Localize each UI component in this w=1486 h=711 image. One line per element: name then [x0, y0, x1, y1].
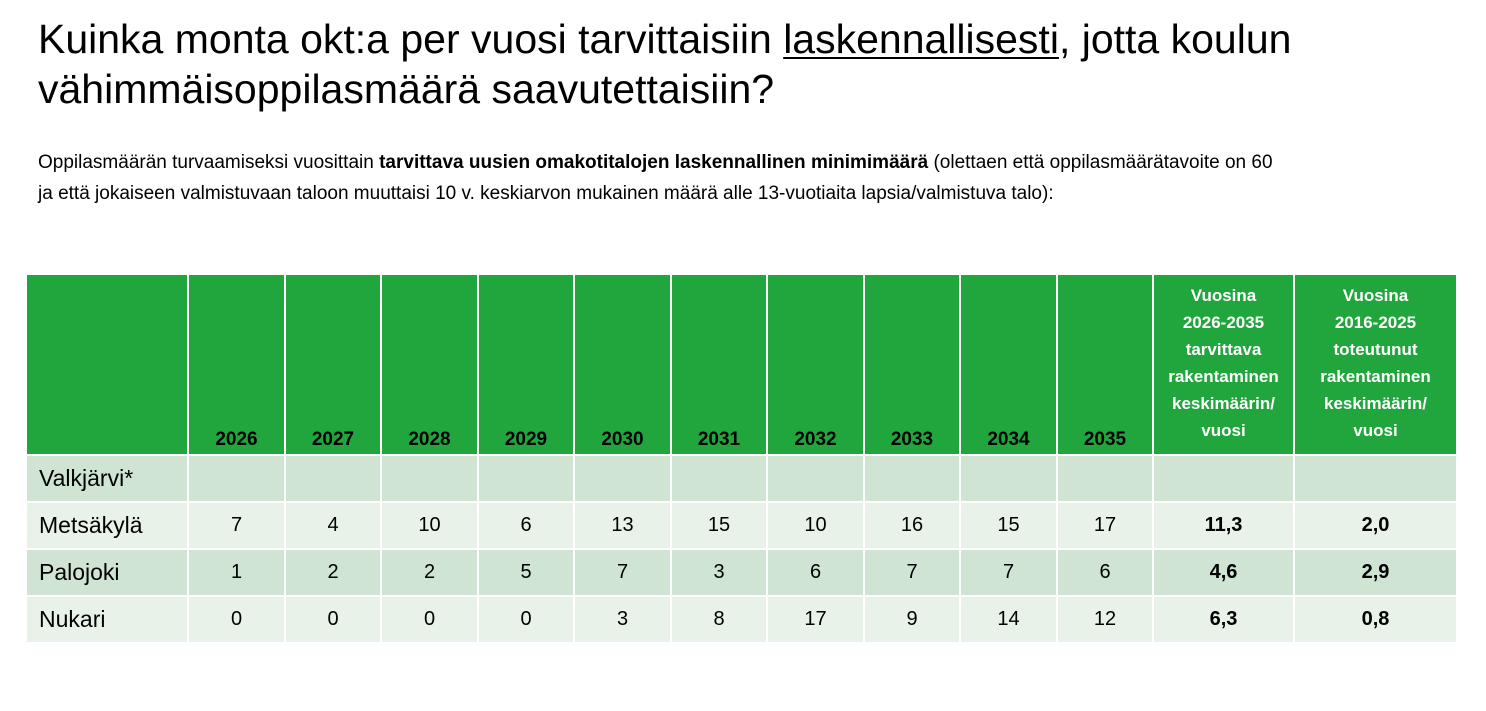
intro-paragraph: Oppilasmäärän turvaamiseksi vuosittain t… — [38, 147, 1288, 209]
area-name-cell: Metsäkylä — [25, 501, 189, 550]
year-header-2031: 2031 — [670, 273, 768, 456]
header-line: rakentaminen — [1320, 366, 1431, 386]
realized-average-cell: 2,0 — [1293, 501, 1458, 550]
year-header-2027: 2027 — [284, 273, 382, 456]
realized-average-cell — [1293, 454, 1458, 503]
year-header-2034: 2034 — [959, 273, 1058, 456]
year-value-cell: 6 — [1056, 548, 1154, 597]
year-value-cell: 9 — [863, 595, 961, 644]
year-value-cell: 17 — [1056, 501, 1154, 550]
header-line: tarvittava — [1185, 339, 1262, 359]
year-value-cell — [863, 454, 961, 503]
needed-average-cell: 6,3 — [1152, 595, 1295, 644]
year-value-cell — [187, 454, 286, 503]
realized-average-cell: 0,8 — [1293, 595, 1458, 644]
year-value-cell: 15 — [959, 501, 1058, 550]
year-value-cell: 0 — [380, 595, 479, 644]
table-row: Metsäkylä 7 4 10 6 13 15 10 16 15 17 11,3 2,0 — [25, 501, 1458, 550]
year-value-cell: 16 — [863, 501, 961, 550]
year-header-2035: 2035 — [1056, 273, 1154, 456]
header-line: keskimäärin/ — [1171, 393, 1275, 413]
table-row: Valkjärvi* — [25, 454, 1458, 503]
table-header-row: 2026 2027 2028 2029 2030 2031 2032 2033 2034 2035… — [25, 273, 1458, 456]
year-value-cell: 7 — [573, 548, 672, 597]
year-value-cell: 0 — [187, 595, 286, 644]
intro-text-1: Oppilasmäärän turvaamiseksi vuosittain — [38, 152, 380, 173]
header-line: Vuosina — [1190, 285, 1257, 305]
year-value-cell: 13 — [573, 501, 672, 550]
year-value-cell: 8 — [670, 595, 768, 644]
table-row: Nukari 0 0 0 0 3 8 17 9 14 12 6,3 0,8 — [25, 595, 1458, 644]
year-value-cell: 5 — [477, 548, 575, 597]
year-value-cell: 7 — [959, 548, 1058, 597]
year-value-cell: 0 — [284, 595, 382, 644]
year-value-cell — [959, 454, 1058, 503]
year-value-cell: 4 — [284, 501, 382, 550]
title-text-2: , jotta koulun vähimmäisoppilasmäärä saa… — [38, 16, 1292, 112]
building-need-table: 2026 2027 2028 2029 2030 2031 2032 2033 2034 2035… — [25, 273, 1458, 644]
header-line: keskimäärin/ — [1323, 393, 1427, 413]
year-value-cell: 6 — [766, 548, 865, 597]
needed-average-cell: 11,3 — [1152, 501, 1295, 550]
realized-average-cell: 2,9 — [1293, 548, 1458, 597]
year-value-cell: 3 — [670, 548, 768, 597]
header-line: vuosi — [1353, 420, 1398, 440]
page-title: Kuinka monta okt:a per vuosi tarvittaisi… — [38, 14, 1478, 114]
year-value-cell: 15 — [670, 501, 768, 550]
year-header-2029: 2029 — [477, 273, 575, 456]
needed-average-cell: 4,6 — [1152, 548, 1295, 597]
year-value-cell: 7 — [863, 548, 961, 597]
year-value-cell: 10 — [766, 501, 865, 550]
year-value-cell — [477, 454, 575, 503]
needed-average-cell — [1152, 454, 1295, 503]
year-value-cell: 10 — [380, 501, 479, 550]
realized-average-header: Vuosina 2016-2025 toteutunut rakentaminen ke… — [1293, 273, 1458, 456]
year-value-cell — [1056, 454, 1154, 503]
intro-bold-text: tarvittava uusien omakotitalojen laskenn… — [379, 152, 929, 173]
title-text-1: Kuinka monta okt:a per vuosi tarvittaisi… — [38, 16, 784, 62]
year-value-cell — [573, 454, 672, 503]
header-line: rakentaminen — [1168, 366, 1279, 386]
area-column-header — [25, 273, 189, 456]
header-line: 2026-2035 — [1182, 312, 1265, 332]
year-value-cell: 12 — [1056, 595, 1154, 644]
area-name-cell: Valkjärvi* — [25, 454, 189, 503]
table-body: Valkjärvi* Metsäkylä 7 4 10 6 13 15 10 16 15 17 11,3… — [25, 454, 1458, 644]
title-underlined-word: laskennallisesti — [783, 16, 1059, 62]
needed-average-header: Vuosina 2026-2035 tarvittava rakentaminen ke… — [1152, 273, 1295, 456]
year-value-cell: 7 — [187, 501, 286, 550]
header-line: vuosi — [1201, 420, 1246, 440]
year-value-cell: 2 — [380, 548, 479, 597]
year-value-cell: 2 — [284, 548, 382, 597]
header-line: toteutunut — [1333, 339, 1418, 359]
year-value-cell: 14 — [959, 595, 1058, 644]
year-value-cell — [284, 454, 382, 503]
year-value-cell: 3 — [573, 595, 672, 644]
year-header-2026: 2026 — [187, 273, 286, 456]
area-name-cell: Nukari — [25, 595, 189, 644]
year-value-cell: 17 — [766, 595, 865, 644]
header-line: Vuosina — [1342, 285, 1409, 305]
year-value-cell — [766, 454, 865, 503]
year-value-cell: 1 — [187, 548, 286, 597]
year-header-2030: 2030 — [573, 273, 672, 456]
year-header-2033: 2033 — [863, 273, 961, 456]
area-name-cell: Palojoki — [25, 548, 189, 597]
header-line: 2016-2025 — [1334, 312, 1417, 332]
year-value-cell — [670, 454, 768, 503]
table-row: Palojoki 1 2 2 5 7 3 6 7 7 6 4,6 2,9 — [25, 548, 1458, 597]
year-value-cell: 0 — [477, 595, 575, 644]
intro-text-2: (olettaen että oppilasmäärätavoite on 60… — [38, 152, 1273, 204]
year-header-2028: 2028 — [380, 273, 479, 456]
year-value-cell — [380, 454, 479, 503]
year-value-cell: 6 — [477, 501, 575, 550]
year-header-2032: 2032 — [766, 273, 865, 456]
